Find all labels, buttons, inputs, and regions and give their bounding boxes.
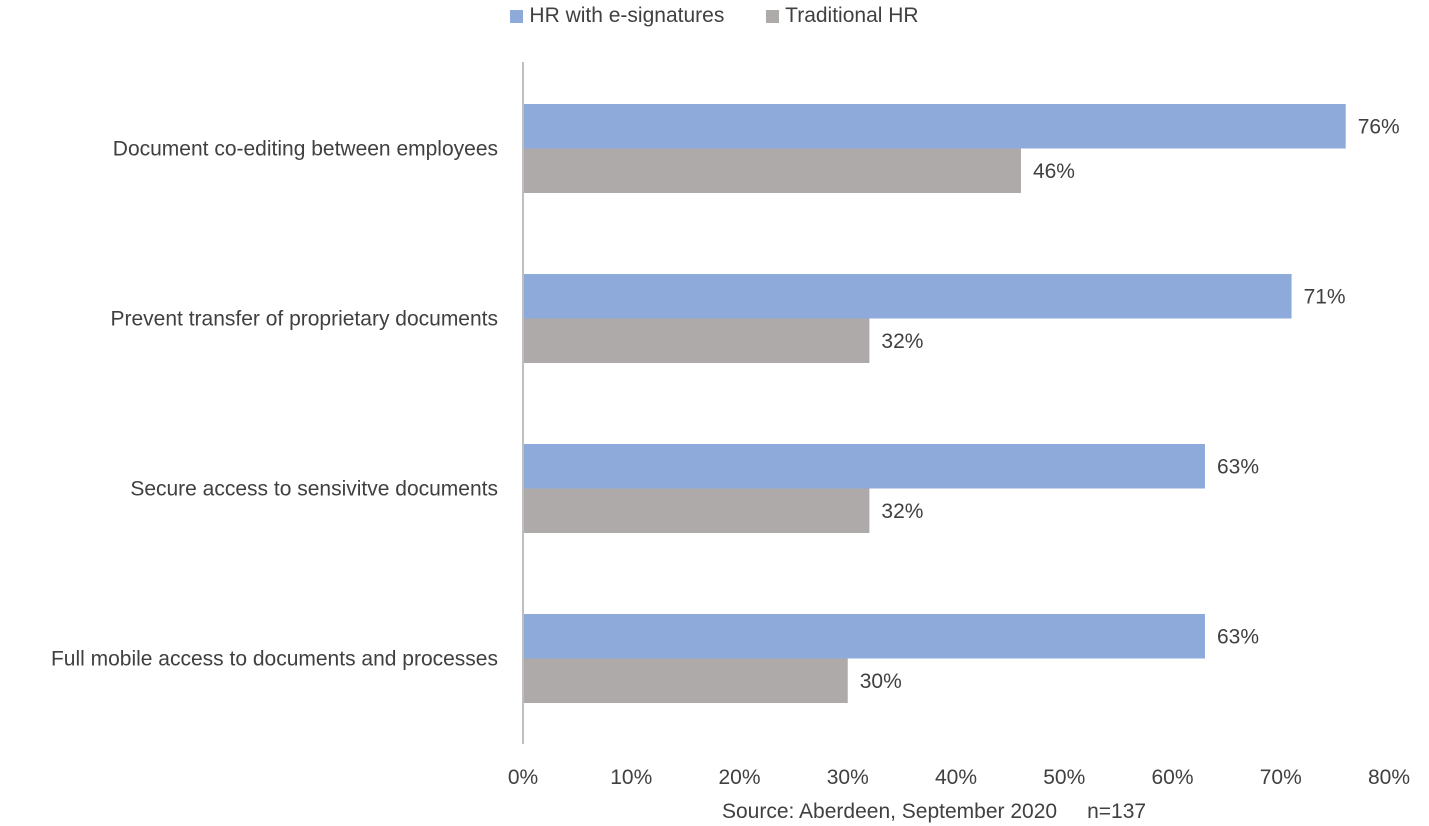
category-label-2: Prevent transfer of proprietary document… xyxy=(110,308,498,331)
legend-item-traditional: Traditional HR xyxy=(766,4,919,28)
legend-item-esign: HR with e-signatures xyxy=(510,4,724,28)
x-tick-label-2: 20% xyxy=(718,766,760,789)
x-tick-label-8: 80% xyxy=(1368,766,1410,789)
data-label-esign-4: 63% xyxy=(1217,625,1259,648)
legend-swatch-traditional xyxy=(766,9,780,23)
category-label-4: Full mobile access to documents and proc… xyxy=(51,648,498,671)
x-tick-label-4: 40% xyxy=(935,766,977,789)
data-label-esign-2: 71% xyxy=(1304,285,1346,308)
sample-size: n=137 xyxy=(1087,800,1147,823)
legend-label-traditional: Traditional HR xyxy=(785,4,919,27)
category-label-1: Document co-editing between employees xyxy=(113,138,498,161)
source-text: Source: Aberdeen, September 2020 xyxy=(722,800,1058,823)
x-tick-label-5: 50% xyxy=(1043,766,1085,789)
bar-traditional-4 xyxy=(523,658,848,703)
bar-esign-3 xyxy=(523,444,1205,489)
x-tick-label-6: 60% xyxy=(1151,766,1193,789)
data-label-traditional-4: 30% xyxy=(860,670,902,693)
category-label-3: Secure access to sensivitve documents xyxy=(130,478,498,501)
x-tick-label-7: 70% xyxy=(1260,766,1302,789)
bar-traditional-3 xyxy=(523,488,870,533)
bar-esign-1 xyxy=(523,104,1346,149)
bar-esign-2 xyxy=(523,274,1292,319)
data-label-esign-3: 63% xyxy=(1217,455,1259,478)
data-label-traditional-1: 46% xyxy=(1033,160,1075,183)
legend-label-esign: HR with e-signatures xyxy=(529,4,725,27)
data-label-traditional-2: 32% xyxy=(881,330,923,353)
bar-traditional-1 xyxy=(523,148,1021,193)
x-tick-label-3: 30% xyxy=(827,766,869,789)
data-label-esign-1: 76% xyxy=(1358,115,1400,138)
bar-esign-4 xyxy=(523,614,1205,659)
bar-traditional-2 xyxy=(523,318,870,363)
x-tick-label-0: 0% xyxy=(508,766,538,789)
legend: HR with e-signatures Traditional HR xyxy=(0,4,1429,29)
legend-swatch-esign xyxy=(510,9,524,23)
x-tick-label-1: 10% xyxy=(610,766,652,789)
source-note: Source: Aberdeen, September 2020 n=137 xyxy=(722,800,1146,824)
data-label-traditional-3: 32% xyxy=(881,500,923,523)
